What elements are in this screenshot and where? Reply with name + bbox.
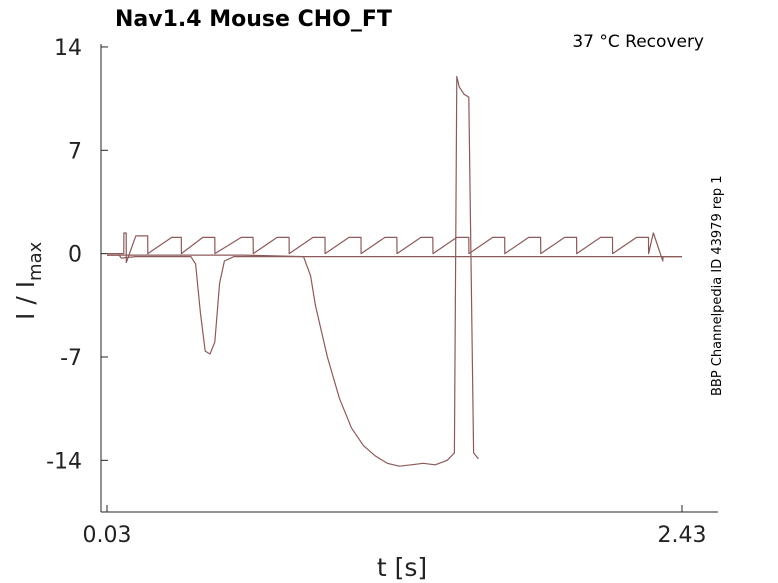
y-tick-label: 7	[68, 139, 82, 164]
channelpedia-id-label: BBP Channelpedia ID 43979 rep 1	[710, 175, 725, 396]
y-tick-label: 0	[68, 243, 82, 268]
trace-line-3	[107, 232, 682, 264]
x-axis-label: t [s]	[377, 553, 427, 582]
y-axis-label-subscript: max	[25, 241, 46, 281]
trace-line-2	[107, 75, 479, 467]
trace-line-1	[107, 254, 682, 355]
y-ticks: 14 7 0 -7 -14	[46, 36, 108, 474]
chart-title: Nav1.4 Mouse CHO_FT	[115, 7, 392, 32]
y-axis-label-main: I / I	[11, 281, 40, 320]
x-ticks: 0.03 2.43	[83, 505, 707, 548]
y-axis-label: I / Imax	[11, 241, 46, 320]
x-tick-label: 0.03	[83, 523, 132, 548]
condition-label: 37 °C Recovery	[572, 32, 704, 52]
y-tick-label: 14	[54, 36, 82, 61]
y-tick-label: -7	[60, 346, 82, 371]
y-tick-label: -14	[46, 449, 82, 474]
x-tick-label: 2.43	[658, 523, 707, 548]
current-traces	[107, 75, 682, 467]
